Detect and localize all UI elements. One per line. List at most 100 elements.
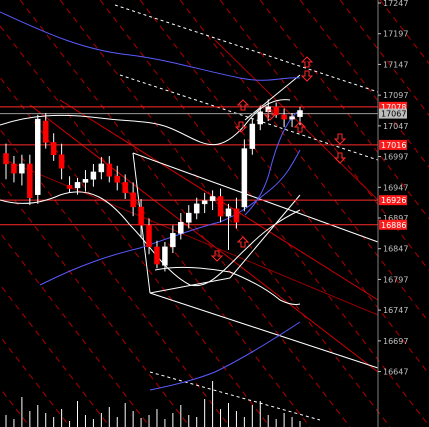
diagonal-dash-line [0, 25, 311, 427]
axis-tick-label: 16697 [383, 337, 408, 346]
white-channel-line [132, 152, 379, 243]
arrow-up-icon [236, 99, 250, 111]
diagonal-dash-line [0, 232, 151, 427]
candle-bear [273, 106, 279, 116]
candle-bull [297, 110, 303, 117]
candle-bull [178, 222, 184, 234]
diagonal-dash-line [299, 0, 429, 168]
price-tag-label: 17067 [381, 110, 406, 119]
candle-bear [138, 206, 144, 226]
candle-bull [98, 163, 105, 173]
diagonal-dash-line [19, 0, 351, 427]
candle-bear [122, 182, 128, 194]
price-tag-label: 17016 [381, 141, 406, 150]
axis-tick-label: 16847 [383, 245, 408, 254]
bollinger-upper-line [0, 99, 291, 146]
white-channel-line [149, 292, 379, 369]
candle-bull [90, 171, 97, 180]
candle-bull [209, 196, 216, 202]
price-tag [379, 219, 407, 230]
candle-bull [162, 246, 168, 266]
diagonal-dash-line [99, 0, 429, 427]
price-tag-label: 16886 [381, 221, 406, 230]
candles [3, 99, 303, 272]
arrow-down-icon [234, 121, 248, 133]
axis-tick-label: 16947 [383, 183, 408, 192]
upper-band-line [0, 11, 301, 81]
price-tag [379, 101, 407, 112]
diagonal-dash-line [179, 0, 429, 324]
diagonal-dash-line [219, 0, 429, 272]
diagonal-dash-line [0, 76, 271, 427]
axis-tick-label: 16747 [383, 306, 408, 315]
diagonal-dash-line [139, 0, 429, 375]
candle-bear [11, 163, 17, 174]
candle-bull [35, 118, 41, 195]
fast-ma-line [244, 109, 301, 216]
price-tag-label: 17078 [381, 103, 406, 112]
candle-bear [58, 154, 65, 169]
diagonal-dash-line [0, 335, 71, 427]
candle-bear [130, 192, 136, 208]
axis-tick-label: 16897 [383, 214, 408, 223]
candle-bear [217, 196, 224, 217]
lower-envelope-line [154, 266, 301, 305]
price-tag [379, 108, 407, 119]
arrow-up-icon [293, 121, 307, 133]
candle-bear [146, 225, 152, 248]
arrow-down-icon [210, 250, 224, 262]
white-dash-line [149, 371, 321, 421]
candle-bear [27, 163, 33, 198]
diagonal-dash-line [0, 180, 191, 427]
lower-band-line [149, 321, 301, 391]
indicator-bands [0, 11, 301, 391]
white-channel-line [244, 74, 301, 121]
axis-tick-label: 17047 [383, 122, 408, 131]
axis-tick-label: 17247 [383, 0, 408, 8]
candle-bull [257, 111, 264, 125]
arrow-down-icon [263, 109, 277, 121]
arrow-up-icon [236, 236, 250, 248]
channel-line [214, 39, 379, 201]
channel-line [29, 104, 379, 373]
candle-bull [289, 116, 295, 120]
diagonal-dash-line [339, 0, 429, 116]
candle-bull [186, 212, 192, 223]
arrow-down-icon [333, 152, 347, 164]
ma-line [39, 149, 301, 286]
price-tag-label: 16926 [381, 196, 406, 205]
arrow-up-icon [300, 56, 314, 68]
volume-bars [5, 381, 301, 427]
axis-tick-label: 17197 [383, 30, 408, 39]
candle-bull [225, 208, 232, 217]
candle-bull [82, 179, 89, 183]
candle-bull [201, 200, 208, 205]
arrow-down-icon [333, 133, 347, 145]
axis-tick-label: 16647 [383, 368, 408, 377]
candle-bear [233, 208, 240, 223]
candle-bear [3, 153, 9, 165]
candle-bull [74, 182, 81, 189]
axis-tick-label: 17097 [383, 91, 408, 100]
arrow-down-icon [300, 70, 314, 82]
diagonal-dash-line [0, 387, 31, 427]
candle-bull [249, 123, 256, 149]
candle-bear [114, 175, 120, 183]
diagonal-dash-line [0, 283, 111, 427]
white-dash-line [114, 4, 379, 93]
candle-bear [154, 246, 160, 265]
diagonal-dash-line [0, 128, 231, 427]
candle-bull [19, 163, 25, 174]
price-axis: 17247 17197 17147 17097 17047 16997 16947 16897… [377, 0, 408, 427]
price-tag [379, 139, 407, 150]
candle-bull [241, 148, 248, 208]
grid-lines [0, 106, 378, 226]
candle-bear [281, 114, 287, 120]
price-tag [379, 195, 407, 206]
candle-bear [66, 185, 73, 189]
white-dash-line [119, 74, 379, 161]
candle-bull [170, 233, 176, 248]
axis-tick-label: 16997 [383, 153, 408, 162]
